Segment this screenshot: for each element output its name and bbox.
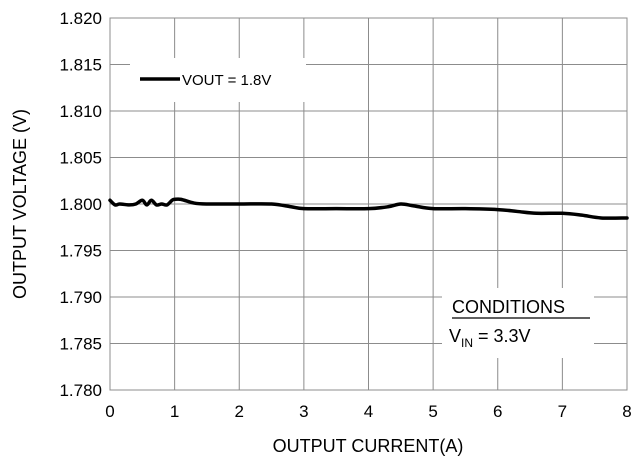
legend-label-vout: VOUT = 1.8V bbox=[182, 72, 271, 89]
y-tick-label: 1.815 bbox=[59, 56, 102, 75]
y-tick-label: 1.800 bbox=[59, 195, 102, 214]
conditions-annotation: CONDITIONS VIN = 3.3V bbox=[442, 288, 594, 358]
x-axis-ticks: 0 1 2 3 4 5 6 7 8 bbox=[105, 402, 631, 421]
plot-border bbox=[109, 17, 628, 391]
y-tick-label: 1.790 bbox=[59, 288, 102, 307]
conditions-box bbox=[442, 288, 594, 358]
vin-symbol: V bbox=[449, 326, 461, 346]
y-tick-label: 1.795 bbox=[59, 242, 102, 261]
y-tick-label: 1.780 bbox=[59, 381, 102, 400]
x-tick-label: 6 bbox=[493, 402, 502, 421]
series-layer bbox=[108, 197, 629, 220]
x-axis-title: OUTPUT CURRENT(A) bbox=[273, 436, 464, 456]
series-line-vout bbox=[108, 197, 629, 220]
x-tick-label: 5 bbox=[428, 402, 437, 421]
x-tick-label: 8 bbox=[622, 402, 631, 421]
y-tick-label: 1.820 bbox=[59, 9, 102, 28]
x-tick-label: 3 bbox=[299, 402, 308, 421]
vin-value: = 3.3V bbox=[473, 326, 531, 346]
y-tick-label: 1.805 bbox=[59, 149, 102, 168]
vin-subscript: IN bbox=[461, 336, 473, 350]
y-tick-label: 1.785 bbox=[59, 335, 102, 354]
y-axis-ticks: 1.780 1.785 1.790 1.795 1.800 1.805 1.810 1.815… bbox=[59, 9, 102, 400]
x-tick-label: 7 bbox=[558, 402, 567, 421]
y-tick-label: 1.810 bbox=[59, 102, 102, 121]
legend: VOUT = 1.8V bbox=[130, 58, 306, 102]
x-tick-label: 4 bbox=[364, 402, 373, 421]
x-tick-label: 1 bbox=[170, 402, 179, 421]
x-tick-label: 0 bbox=[105, 402, 114, 421]
conditions-heading: CONDITIONS bbox=[452, 297, 565, 317]
x-tick-label: 2 bbox=[235, 402, 244, 421]
conditions-vin: VIN = 3.3V bbox=[449, 326, 531, 350]
y-axis-title: OUTPUT VOLTAGE (V) bbox=[10, 109, 30, 299]
